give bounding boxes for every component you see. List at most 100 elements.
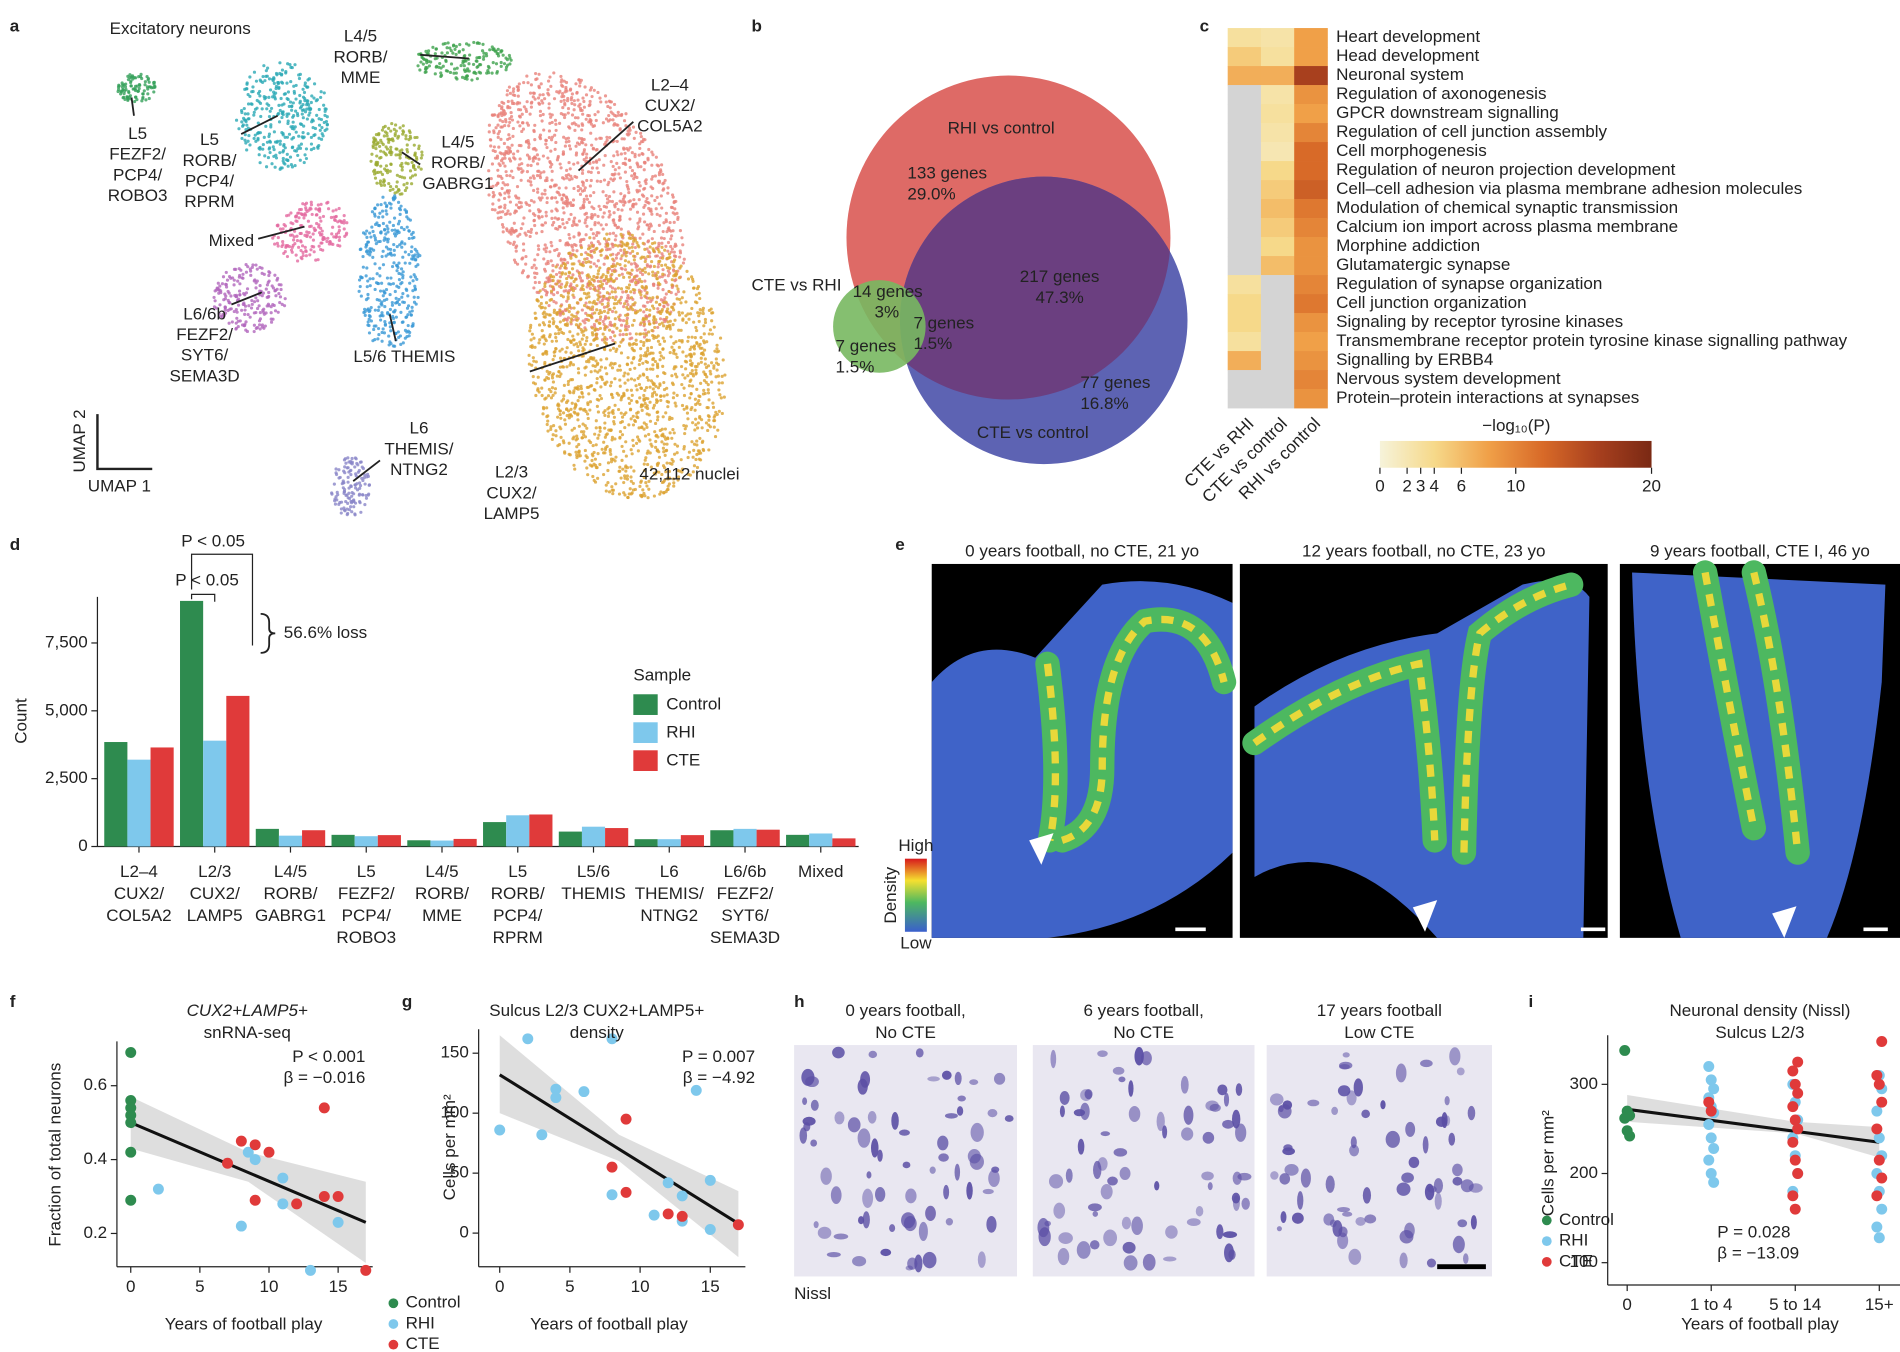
umap-dot bbox=[673, 372, 678, 376]
umap-dot bbox=[400, 192, 404, 196]
umap-dot bbox=[648, 245, 652, 249]
point bbox=[235, 1135, 247, 1147]
umap-dot bbox=[596, 298, 600, 302]
umap-dot bbox=[669, 237, 673, 241]
umap-dot bbox=[636, 221, 640, 225]
bar bbox=[581, 826, 606, 847]
umap-dot bbox=[624, 411, 628, 415]
leader-line bbox=[240, 114, 279, 135]
umap-dot bbox=[577, 232, 582, 236]
umap-dot bbox=[612, 102, 617, 107]
umap-dot bbox=[363, 503, 367, 507]
x-tick-label: 5 bbox=[195, 1277, 204, 1296]
umap-dot bbox=[357, 289, 361, 293]
umap-dot bbox=[650, 328, 654, 333]
umap-dot bbox=[383, 201, 387, 205]
umap-dot bbox=[538, 93, 542, 97]
umap-dot bbox=[528, 176, 533, 180]
umap-dot bbox=[557, 217, 561, 221]
umap-dot bbox=[595, 376, 599, 381]
umap-dot bbox=[333, 218, 337, 222]
point bbox=[277, 1172, 289, 1184]
umap-dot bbox=[548, 335, 552, 339]
umap-dot bbox=[584, 218, 588, 222]
umap-dot bbox=[371, 229, 375, 234]
umap-dot bbox=[305, 107, 309, 111]
umap-dot bbox=[345, 466, 349, 470]
umap-dot bbox=[627, 231, 631, 236]
umap-dot bbox=[684, 300, 688, 304]
umap-dot bbox=[658, 350, 662, 355]
umap-dot bbox=[609, 457, 614, 461]
umap-dot bbox=[706, 388, 710, 392]
umap-dot bbox=[644, 314, 648, 318]
umap-dot bbox=[684, 360, 689, 364]
umap-dot bbox=[324, 119, 329, 124]
umap-dot bbox=[567, 144, 572, 148]
umap-dot bbox=[566, 291, 571, 295]
umap-dot bbox=[319, 202, 323, 206]
umap-dot bbox=[299, 231, 303, 236]
umap-dot bbox=[342, 506, 346, 510]
umap-dot bbox=[404, 134, 408, 138]
umap-dot bbox=[311, 232, 315, 236]
axis-label: UMAP 2 bbox=[70, 409, 89, 472]
umap-dot bbox=[585, 385, 589, 390]
umap-dot bbox=[292, 235, 296, 239]
umap-dot bbox=[653, 430, 657, 434]
umap-dot bbox=[410, 324, 414, 328]
umap-dot bbox=[502, 141, 506, 146]
umap-dot bbox=[393, 134, 397, 138]
umap-dot bbox=[634, 384, 638, 388]
umap-dot bbox=[649, 345, 654, 350]
umap-dot bbox=[337, 235, 342, 239]
umap-dot bbox=[346, 511, 350, 515]
umap-dot bbox=[543, 221, 548, 225]
umap-dot bbox=[244, 291, 249, 295]
umap-dot bbox=[656, 270, 660, 274]
umap-dot bbox=[651, 363, 655, 367]
umap-dot bbox=[558, 162, 562, 166]
umap-dot bbox=[534, 393, 538, 398]
umap-dot bbox=[500, 113, 504, 118]
umap-dot bbox=[612, 177, 617, 181]
x-tick-label-line: COL5A2 bbox=[106, 905, 171, 924]
umap-dot bbox=[594, 319, 598, 323]
umap-dot bbox=[585, 215, 589, 219]
umap-dot bbox=[567, 217, 571, 221]
umap-dot bbox=[365, 235, 369, 239]
umap-dot bbox=[596, 272, 600, 276]
umap-dot bbox=[642, 168, 646, 172]
axis-label: Fraction of total neurons bbox=[46, 1063, 65, 1247]
x-tick-label-line: THEMIS bbox=[561, 884, 625, 903]
umap-dot bbox=[578, 187, 583, 191]
umap-dot bbox=[224, 285, 229, 289]
umap-dot bbox=[254, 281, 258, 285]
umap-dot bbox=[693, 408, 697, 412]
chart-title-line: snRNA-seq bbox=[204, 1022, 291, 1041]
panel-letter: a bbox=[10, 16, 20, 35]
umap-dot bbox=[693, 300, 698, 304]
umap-dot bbox=[696, 362, 701, 366]
umap-dot bbox=[418, 68, 422, 72]
heatmap-cell bbox=[1260, 28, 1295, 48]
legend-label: RHI bbox=[406, 1313, 435, 1332]
x-tick-label-line: L5 bbox=[357, 862, 376, 881]
umap-dot bbox=[405, 147, 409, 152]
umap-dot bbox=[577, 424, 581, 428]
x-tick-label: 10 bbox=[260, 1277, 279, 1296]
umap-dot bbox=[325, 239, 329, 244]
umap-dot bbox=[628, 343, 632, 347]
umap-dot bbox=[682, 386, 686, 390]
umap-dot bbox=[597, 295, 601, 299]
umap-dot bbox=[583, 257, 587, 261]
umap-dot bbox=[584, 156, 588, 160]
y-tick-label: 0.2 bbox=[83, 1223, 107, 1242]
umap-dot bbox=[646, 406, 650, 411]
umap-dot bbox=[312, 146, 316, 150]
umap-dot bbox=[624, 465, 628, 469]
umap-dot bbox=[532, 91, 536, 95]
umap-dot bbox=[604, 239, 609, 243]
point bbox=[304, 1264, 316, 1276]
umap-dot bbox=[540, 329, 544, 333]
